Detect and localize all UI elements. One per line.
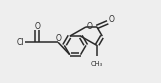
Text: O: O — [55, 34, 61, 43]
Text: O: O — [87, 22, 93, 31]
Text: CH₃: CH₃ — [91, 61, 103, 67]
Text: O: O — [109, 15, 114, 24]
Text: Cl: Cl — [16, 38, 24, 47]
Text: O: O — [34, 22, 40, 31]
